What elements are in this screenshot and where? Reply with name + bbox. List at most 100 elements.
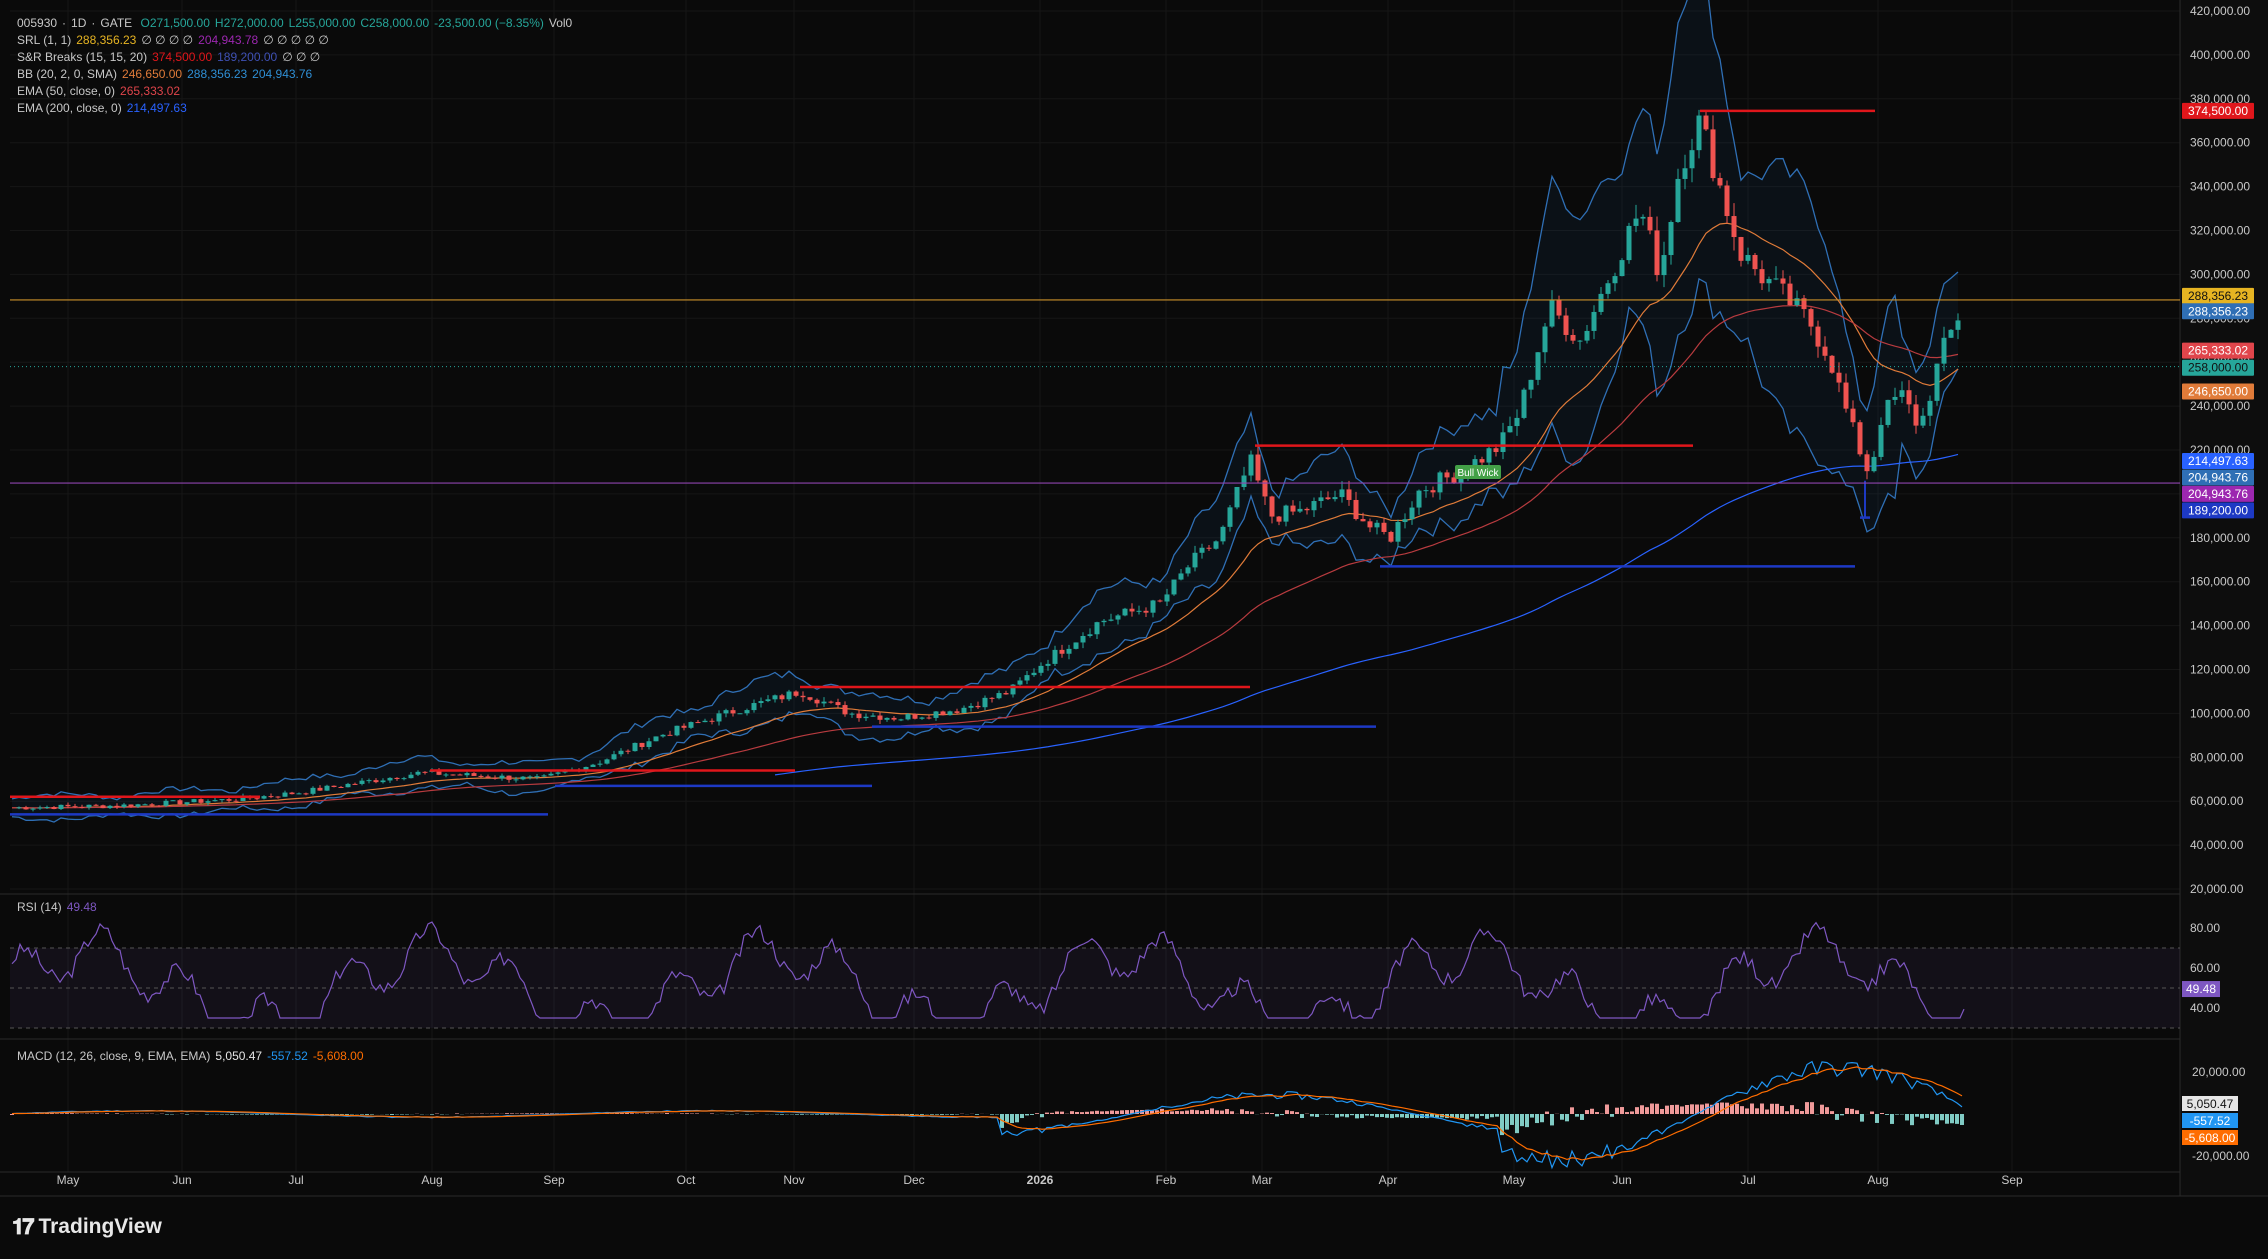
candle-body <box>1409 507 1415 520</box>
macd-histogram-bar <box>990 1114 994 1115</box>
candle-body <box>1241 475 1247 487</box>
candle-body <box>1668 221 1674 256</box>
macd-histogram-bar <box>1025 1114 1029 1116</box>
macd-histogram-bar <box>1695 1104 1699 1114</box>
candle-body <box>940 711 946 716</box>
macd-histogram-bar <box>1700 1104 1704 1114</box>
candle-body <box>1871 456 1877 472</box>
srl-name: SRL (1, 1) <box>17 33 72 47</box>
macd-histogram-bar <box>1245 1111 1249 1114</box>
legend-rsi[interactable]: RSI (14) 49.48 <box>17 899 102 916</box>
candle-body <box>1640 216 1646 219</box>
macd-histogram-bar <box>685 1113 689 1114</box>
macd-histogram-bar <box>50 1113 54 1114</box>
candle-body <box>1451 477 1457 484</box>
srl-value-1: 288,356.23 <box>76 33 137 47</box>
candle-body <box>219 799 225 801</box>
macd-histogram-bar <box>1570 1107 1574 1114</box>
macd-histogram-bar <box>1365 1114 1369 1116</box>
macd-histogram-bar <box>1675 1104 1679 1114</box>
tradingview-logo[interactable]: 𝟏𝟕 TradingView <box>12 1214 162 1240</box>
candle-body <box>1136 610 1142 612</box>
macd-histogram-bar <box>1425 1114 1429 1119</box>
candle-body <box>709 720 715 722</box>
macd-histogram-bar <box>1765 1109 1769 1114</box>
candle-body <box>317 787 323 791</box>
candle-body <box>408 774 414 779</box>
footer-bg <box>0 1196 2268 1259</box>
legend-bb[interactable]: BB (20, 2, 0, SMA) 246,650.00 288,356.23 20… <box>17 66 317 83</box>
snr-value-1: 374,500.00 <box>152 50 213 64</box>
macd-histogram-bar <box>1630 1111 1634 1114</box>
macd-histogram-bar <box>815 1114 819 1115</box>
candle-body <box>1150 600 1156 613</box>
macd-histogram-bar <box>1395 1114 1399 1118</box>
macd-histogram-bar <box>1345 1114 1349 1118</box>
price-tick-label: 80,000.00 <box>2190 750 2244 764</box>
time-tick-label: Apr <box>1379 1173 1398 1187</box>
candle-body <box>1416 490 1422 508</box>
legend-snr[interactable]: S&R Breaks (15, 15, 20) 374,500.00 189,200… <box>17 49 325 66</box>
macd-histogram-bar <box>1050 1112 1054 1114</box>
candle-body <box>849 713 855 715</box>
candle-body <box>989 697 995 699</box>
candle-body <box>1689 150 1695 169</box>
macd-histogram-bar <box>1405 1114 1409 1118</box>
macd-histogram-bar <box>1950 1114 1954 1124</box>
candle-body <box>1934 363 1940 401</box>
macd-histogram-bar <box>1665 1105 1669 1114</box>
candle-body <box>877 715 883 720</box>
price-tick-label: 140,000.00 <box>2190 619 2250 633</box>
macd-histogram-bar <box>1705 1103 1709 1114</box>
macd-histogram-bar <box>1110 1110 1114 1114</box>
candle-body <box>1619 260 1625 277</box>
candle-body <box>527 776 533 778</box>
candle-body <box>674 725 680 736</box>
candle-body <box>177 800 183 805</box>
candle-body <box>870 715 876 717</box>
rsi-pane: 80.00 60.00 40.00 49.48 <box>10 921 2220 1029</box>
macd-histogram-bar <box>1930 1114 1934 1120</box>
macd-badge-text: -5,608.00 <box>2185 1131 2236 1145</box>
macd-histogram-bar <box>930 1114 934 1115</box>
macd-histogram-bar <box>820 1114 824 1115</box>
bollinger-bands <box>11 0 1959 823</box>
candle-body <box>506 775 512 780</box>
candle-body <box>1892 396 1898 400</box>
price-badge <box>2182 359 2254 376</box>
legend-srl[interactable]: SRL (1, 1) 288,356.23 ∅ ∅ ∅ ∅ 204,943.78 ∅ ∅… <box>17 32 334 49</box>
macd-histogram-bar <box>1960 1114 1964 1125</box>
macd-histogram-bar <box>1370 1114 1374 1116</box>
exchange: GATE <box>100 16 133 30</box>
candle-body <box>1304 508 1310 511</box>
candle-body <box>1374 522 1380 528</box>
macd-histogram-bar <box>330 1114 334 1115</box>
macd-histogram-bar <box>1190 1109 1194 1114</box>
candle-body <box>331 785 337 787</box>
macd-histogram-bar <box>1740 1106 1744 1114</box>
legend-macd[interactable]: MACD (12, 26, close, 9, EMA, EMA) 5,050.4… <box>17 1048 369 1065</box>
macd-histogram-bar <box>1355 1114 1359 1119</box>
macd-histogram-bar <box>1125 1110 1129 1114</box>
brand-name: TradingView <box>38 1215 162 1238</box>
candle-body <box>1346 489 1352 500</box>
macd-histogram-bar <box>1940 1114 1944 1121</box>
candle-body <box>1101 620 1107 623</box>
legend-ema200[interactable]: EMA (200, close, 0) 214,497.63 <box>17 100 192 117</box>
price-tick-label: 340,000.00 <box>2190 180 2250 194</box>
candle-body <box>800 695 806 698</box>
macd-histogram-bar <box>1830 1111 1834 1114</box>
macd-histogram-bar <box>1185 1110 1189 1114</box>
macd-histogram-bar <box>1680 1106 1684 1114</box>
macd-histogram-bar <box>1230 1111 1234 1114</box>
candle-body <box>996 693 1002 699</box>
macd-histogram-bar <box>1115 1110 1119 1114</box>
candle-body <box>1080 635 1086 643</box>
candle-body <box>625 750 631 752</box>
legend-ema50[interactable]: EMA (50, close, 0) 265,333.02 <box>17 83 185 100</box>
candle-body <box>905 714 911 720</box>
macd-histogram-bar <box>1340 1114 1344 1117</box>
srl-empty-1: ∅ ∅ ∅ ∅ <box>141 33 194 47</box>
